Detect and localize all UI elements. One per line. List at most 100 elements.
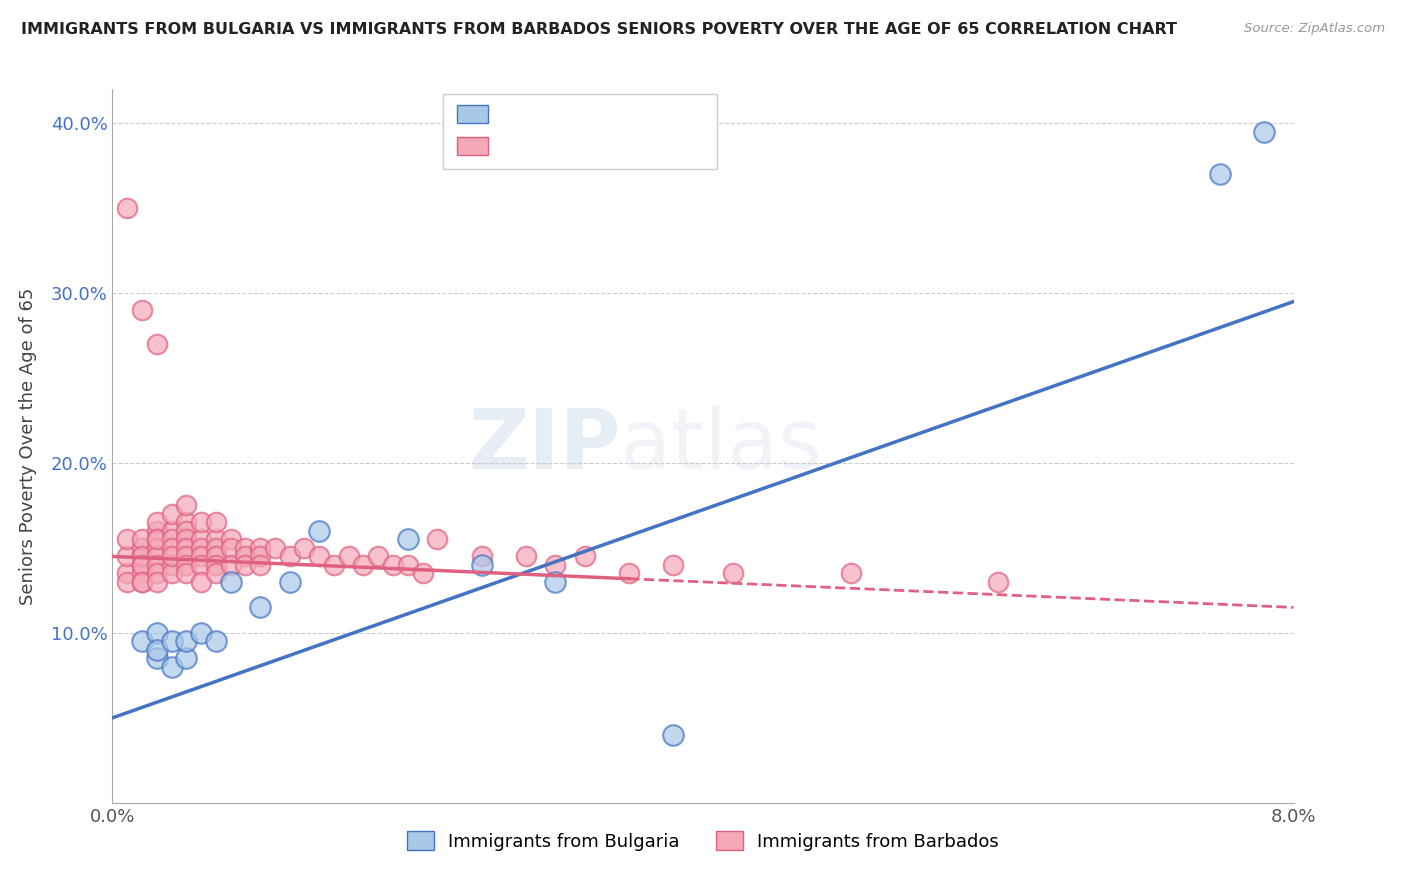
Point (219, 541, 242, 555)
Text: N =: N = (591, 136, 638, 154)
Point (219, 533, 242, 547)
Point (292, 541, 315, 555)
Point (146, 566, 169, 581)
Point (190, 574, 212, 589)
Point (160, 549, 183, 564)
Point (396, 533, 419, 547)
Point (117, 201, 138, 215)
Y-axis label: Seniors Poverty Over the Age of 65: Seniors Poverty Over the Age of 65 (18, 287, 37, 605)
Point (278, 574, 301, 589)
Point (233, 549, 256, 564)
Point (544, 574, 567, 589)
Point (987, 574, 1010, 589)
Point (160, 533, 183, 547)
Point (146, 337, 169, 351)
Text: R =: R = (495, 104, 531, 122)
Point (146, 524, 169, 538)
Point (160, 634, 183, 648)
Point (264, 541, 287, 555)
Point (174, 524, 197, 538)
Point (471, 549, 494, 564)
Point (146, 651, 169, 665)
Point (160, 660, 183, 674)
Point (662, 728, 685, 742)
Point (160, 566, 183, 581)
Point (662, 558, 685, 572)
Point (233, 558, 256, 572)
Point (131, 558, 153, 572)
Point (396, 558, 419, 572)
Point (190, 626, 212, 640)
Point (174, 516, 197, 530)
Point (174, 533, 197, 547)
Point (146, 626, 169, 640)
Point (190, 541, 212, 555)
Point (205, 558, 228, 572)
Text: N =: N = (591, 104, 638, 122)
Point (337, 549, 360, 564)
Point (412, 566, 434, 581)
Point (352, 558, 374, 572)
Point (174, 634, 197, 648)
Point (249, 541, 271, 555)
Point (190, 558, 212, 572)
Text: atlas: atlas (620, 406, 823, 486)
Point (146, 574, 169, 589)
Point (174, 651, 197, 665)
Point (323, 558, 346, 572)
Text: ZIP: ZIP (468, 406, 620, 486)
Text: 17: 17 (630, 104, 659, 122)
Point (219, 574, 242, 589)
Text: R =: R = (495, 136, 531, 154)
Point (131, 634, 153, 648)
Text: 82: 82 (630, 136, 659, 154)
Point (205, 541, 228, 555)
Point (205, 516, 228, 530)
Point (174, 549, 197, 564)
Point (190, 549, 212, 564)
Point (382, 558, 405, 572)
Point (308, 549, 330, 564)
Point (219, 558, 242, 572)
Point (515, 549, 537, 564)
Point (131, 566, 153, 581)
Point (205, 549, 228, 564)
Point (160, 524, 183, 538)
Text: -0.041: -0.041 (526, 136, 585, 154)
Point (131, 541, 153, 555)
Point (131, 558, 153, 572)
Point (146, 533, 169, 547)
Point (146, 643, 169, 657)
Point (174, 541, 197, 555)
Point (146, 533, 169, 547)
Point (117, 574, 138, 589)
Point (1253, 125, 1275, 139)
Point (839, 566, 862, 581)
Text: IMMIGRANTS FROM BULGARIA VS IMMIGRANTS FROM BARBADOS SENIORS POVERTY OVER THE AG: IMMIGRANTS FROM BULGARIA VS IMMIGRANTS F… (21, 22, 1177, 37)
Point (249, 600, 271, 615)
Point (160, 541, 183, 555)
Point (117, 533, 138, 547)
Point (619, 566, 641, 581)
Point (721, 566, 744, 581)
Point (146, 541, 169, 555)
Point (117, 549, 138, 564)
Point (367, 549, 389, 564)
Point (117, 566, 138, 581)
Point (190, 516, 212, 530)
Point (131, 549, 153, 564)
Point (174, 558, 197, 572)
Point (544, 558, 567, 572)
Point (146, 516, 169, 530)
Point (160, 507, 183, 521)
Point (308, 524, 330, 538)
Point (426, 533, 449, 547)
Point (131, 574, 153, 589)
Point (278, 549, 301, 564)
Point (146, 558, 169, 572)
Point (190, 533, 212, 547)
Text: 0.570: 0.570 (526, 104, 583, 122)
Point (160, 558, 183, 572)
Point (205, 566, 228, 581)
Point (205, 634, 228, 648)
